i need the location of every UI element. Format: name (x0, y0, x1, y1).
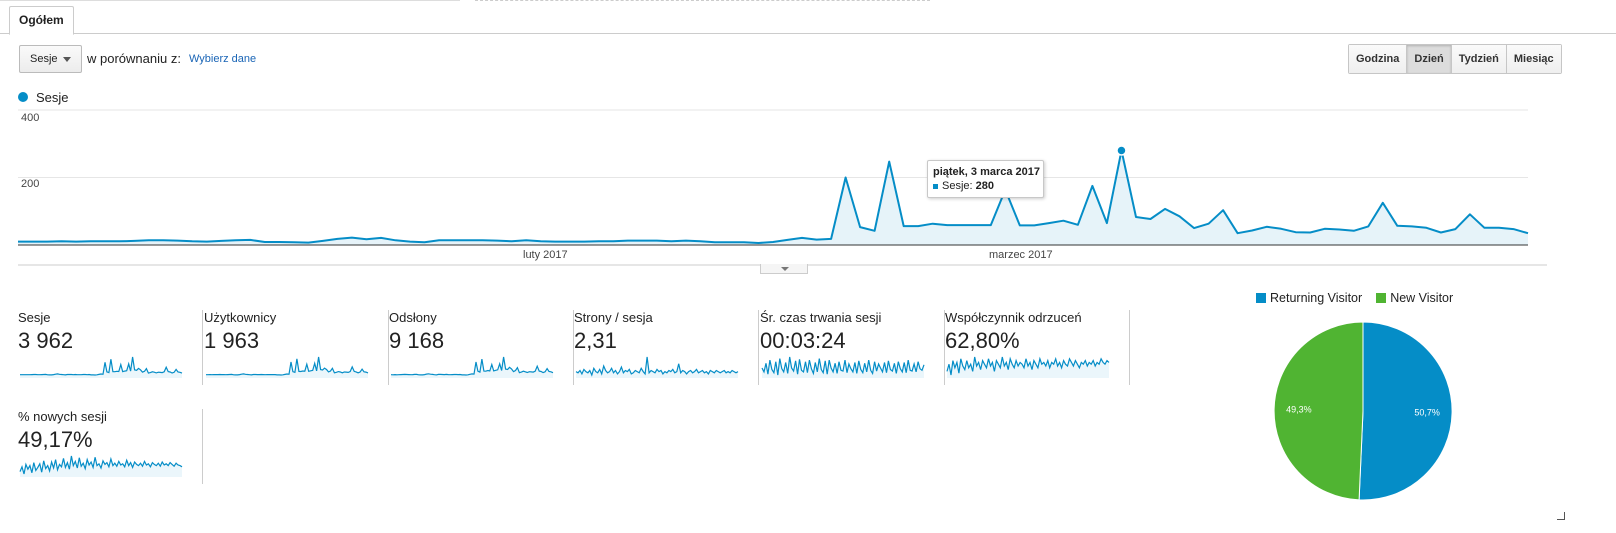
sparkline (761, 356, 925, 378)
scorecard-sessions[interactable]: Sesje 3 962 (18, 310, 203, 385)
visitor-type-pie-chart[interactable]: 50,7% 49,3% (1270, 318, 1456, 504)
sessions-chart[interactable] (0, 105, 1616, 270)
chart-collapse-handle[interactable] (760, 264, 808, 274)
scorecard-value: 2,31 (574, 328, 617, 353)
period-week-button[interactable]: Tydzień (1451, 45, 1507, 73)
sparkline (19, 455, 183, 477)
select-data-link[interactable]: Wybierz dane (189, 53, 257, 65)
tooltip-value: 280 (975, 180, 994, 192)
sparkline (575, 356, 739, 378)
scorecard-value: 00:03:24 (760, 328, 846, 353)
metric-select[interactable]: Sesje (19, 45, 82, 73)
sparkline-path (20, 356, 183, 376)
scorecard-value: 1 963 (204, 328, 260, 353)
sparkline (946, 356, 1110, 378)
scorecard-new-sessions[interactable]: % nowych sesji 49,17% (18, 409, 203, 484)
scorecard-value: 62,80% (945, 328, 1020, 353)
sparkline-path (390, 356, 554, 376)
pie-legend: Returning Visitor New Visitor (1256, 291, 1453, 305)
scorecard-label: Odsłony (389, 310, 437, 325)
tooltip-date: piątek, 3 marca 2017 (933, 166, 1041, 178)
sparkline-path (575, 356, 739, 377)
sparkline (206, 356, 369, 378)
pie-legend-item[interactable]: New Visitor (1376, 291, 1453, 305)
scorecard-bounce-rate[interactable]: Współczynnik odrzuceń 62,80% (945, 310, 1130, 385)
period-day-button[interactable]: Dzień (1407, 45, 1452, 73)
period-month-button[interactable]: Miesiąc (1506, 45, 1561, 73)
y-tick-label: 400 (21, 112, 40, 124)
pie-legend-label: New Visitor (1390, 291, 1454, 305)
top-divider (0, 0, 460, 1)
scorecard-pageviews[interactable]: Odsłony 9 168 (389, 310, 574, 385)
resize-corner-icon (1557, 512, 1565, 520)
scorecard-users[interactable]: Użytkownicy 1 963 (204, 310, 389, 385)
scorecard-label: Sesje (18, 310, 51, 325)
scorecard-pages-per-session[interactable]: Strony / sesja 2,31 (574, 310, 759, 385)
sparkline-path (946, 356, 1110, 376)
pie-legend-label: Returning Visitor (1270, 291, 1363, 305)
scorecard-label: Użytkownicy (204, 310, 277, 325)
sparkline-area (206, 357, 368, 378)
pie-slice (1358, 321, 1453, 501)
sparkline-path (761, 356, 925, 376)
scorecard-value: 9 168 (389, 328, 445, 353)
sparkline-area (391, 357, 553, 378)
sparkline-path (19, 455, 183, 475)
period-hour-button[interactable]: Godzina (1349, 45, 1408, 73)
y-tick-label: 200 (21, 178, 40, 190)
x-tick-label: marzec 2017 (989, 249, 1053, 261)
legend-marker-icon (18, 92, 28, 102)
sparkline-area (576, 357, 738, 378)
sparkline-area (20, 357, 182, 378)
pie-slice-label: 49,3% (1286, 405, 1312, 415)
series-square-icon (933, 183, 938, 189)
series-line (18, 149, 1529, 244)
scorecard-label: Współczynnik odrzuceń (945, 310, 1082, 325)
chart-tooltip: piątek, 3 marca 2017 Sesje: 280 (927, 160, 1044, 198)
scorecard-label: Strony / sesja (574, 310, 653, 325)
scorecard-avg-session-duration[interactable]: Śr. czas trwania sesji 00:03:24 (760, 310, 945, 385)
pie-slice-label: 50,7% (1414, 407, 1440, 417)
legend-label[interactable]: Sesje (36, 90, 69, 105)
scorecard-value: 49,17% (18, 427, 93, 452)
scorecard-value: 3 962 (18, 328, 74, 353)
compare-label: w porównaniu z: (87, 51, 181, 66)
x-tick-label: luty 2017 (523, 249, 568, 261)
series-area (18, 150, 1528, 245)
top-dashed-divider (475, 0, 930, 1)
sparkline-area (947, 357, 1109, 378)
scorecard-label: % nowych sesji (18, 409, 107, 424)
highlight-point (1116, 145, 1127, 156)
sparkline-path (206, 356, 369, 376)
scorecard-label: Śr. czas trwania sesji (760, 310, 882, 325)
report-tab-bar: Ogółem (0, 0, 1616, 35)
pie-legend-item[interactable]: Returning Visitor (1256, 291, 1362, 305)
sparkline-area (20, 456, 182, 477)
metric-select-value: Sesje (30, 53, 58, 65)
period-selector: Godzina Dzień Tydzień Miesiąc (1348, 44, 1562, 74)
tab-overview[interactable]: Ogółem (9, 6, 74, 35)
legend-swatch-icon (1376, 293, 1387, 303)
sparkline-area (762, 357, 924, 378)
pie-slice (1273, 321, 1364, 501)
chevron-down-icon (63, 57, 71, 62)
tooltip-metric: Sesje: (942, 180, 973, 192)
legend-swatch-icon (1256, 293, 1266, 303)
tooltip-row: Sesje: 280 (933, 180, 1043, 192)
sparkline (390, 356, 554, 378)
sparkline (20, 356, 183, 378)
